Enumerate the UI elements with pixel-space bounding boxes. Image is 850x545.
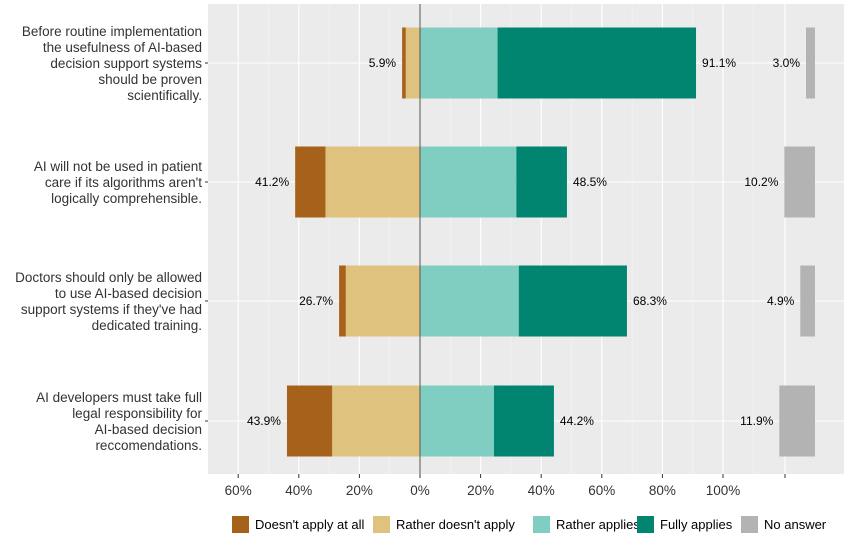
legend-swatch <box>533 516 550 533</box>
bar-rather-applies <box>420 27 498 99</box>
bar-no-answer <box>779 385 815 457</box>
negative-total-label: 41.2% <box>255 175 289 189</box>
legend-label: Rather applies <box>556 517 640 532</box>
x-tick-label: 20% <box>467 483 494 498</box>
x-tick-label: 0% <box>410 483 430 498</box>
negative-total-label: 26.7% <box>299 294 333 308</box>
bar-rather-doesnt-apply <box>332 385 420 457</box>
legend-label: No answer <box>764 517 827 532</box>
negative-total-label: 5.9% <box>369 56 397 70</box>
bar-fully-applies <box>518 265 627 337</box>
category-label: AI will not be used in patient care if it… <box>34 159 202 206</box>
bar-doesnt-apply-at-all <box>286 385 333 457</box>
bar-rather-doesnt-apply <box>345 265 420 337</box>
bar-no-answer <box>800 265 815 337</box>
bar-no-answer <box>806 27 815 99</box>
bar-doesnt-apply-at-all <box>295 146 326 218</box>
positive-total-label: 91.1% <box>702 56 736 70</box>
negative-total-label: 43.9% <box>247 414 281 428</box>
x-tick-label: 40% <box>285 483 312 498</box>
x-tick-label: 40% <box>528 483 555 498</box>
legend-label: Fully applies <box>660 517 733 532</box>
bar-fully-applies <box>497 27 697 99</box>
category-label: Before routine implementation the usefuln… <box>22 24 202 103</box>
legend-label: Doesn't apply at all <box>255 517 365 532</box>
bar-rather-applies <box>420 265 519 337</box>
bar-rather-applies <box>420 385 494 457</box>
no-answer-label: 10.2% <box>744 175 778 189</box>
legend-swatch <box>373 516 390 533</box>
bar-rather-doesnt-apply <box>325 146 420 218</box>
no-answer-label: 3.0% <box>773 56 801 70</box>
bar-doesnt-apply-at-all <box>339 265 346 337</box>
bar-fully-applies <box>516 146 567 218</box>
legend-swatch <box>741 516 758 533</box>
no-answer-label: 4.9% <box>767 294 795 308</box>
bar-rather-doesnt-apply <box>405 27 420 99</box>
x-axis-ticks: 60% 40% 20% 0% 20% 40% 60% 80% 100% <box>225 474 786 498</box>
x-tick-label: 60% <box>588 483 615 498</box>
legend-swatch <box>637 516 654 533</box>
bar-no-answer <box>784 146 815 218</box>
legend: Doesn't apply at all Rather doesn't apply… <box>232 516 827 533</box>
positive-total-label: 48.5% <box>573 175 607 189</box>
bars <box>286 27 815 457</box>
positive-total-label: 44.2% <box>560 414 594 428</box>
x-tick-label: 20% <box>346 483 373 498</box>
bar-rather-applies <box>420 146 517 218</box>
legend-swatch <box>232 516 249 533</box>
legend-label: Rather doesn't apply <box>396 517 515 532</box>
x-tick-label: 80% <box>649 483 676 498</box>
no-answer-label: 11.9% <box>740 414 773 428</box>
x-tick-label: 60% <box>225 483 252 498</box>
positive-total-label: 68.3% <box>633 294 667 308</box>
category-label: Doctors should only be allowed to use AI-… <box>15 270 202 333</box>
bar-doesnt-apply-at-all <box>402 27 406 99</box>
category-labels: Before routine implementation the usefuln… <box>15 24 208 453</box>
category-label: AI developers must take full legal respon… <box>36 390 202 453</box>
data-labels: 5.9% 91.1% 3.0% 41.2% 48.5% 10.2% 26.7% 68.3% 4.… <box>247 56 800 428</box>
bar-fully-applies <box>493 385 554 457</box>
x-tick-label: 100% <box>706 483 741 498</box>
